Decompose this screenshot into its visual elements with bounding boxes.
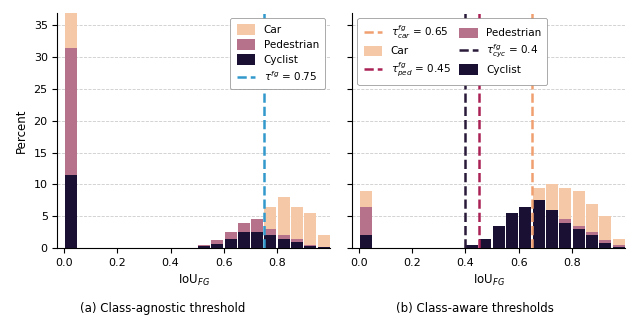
Bar xyxy=(519,210,531,248)
Bar xyxy=(265,235,276,248)
Bar xyxy=(360,235,371,248)
Bar xyxy=(64,13,77,248)
Bar xyxy=(599,240,611,248)
Bar xyxy=(304,245,316,248)
Bar xyxy=(506,219,518,248)
Bar xyxy=(546,210,558,248)
Bar xyxy=(198,245,210,248)
Bar xyxy=(599,216,611,248)
Bar xyxy=(198,245,210,248)
Bar xyxy=(304,246,316,248)
Bar xyxy=(278,238,290,248)
X-axis label: IoU$_{FG}$: IoU$_{FG}$ xyxy=(178,273,210,288)
Bar xyxy=(318,247,330,248)
Legend: Car, Pedestrian, Cyclist, $\tau^{fg}$ = 0.75: Car, Pedestrian, Cyclist, $\tau^{fg}$ = … xyxy=(230,18,325,89)
Bar xyxy=(466,245,478,248)
Bar xyxy=(519,207,531,248)
Bar xyxy=(560,188,571,248)
Bar xyxy=(546,210,558,248)
Bar xyxy=(586,235,598,248)
Bar xyxy=(360,191,371,248)
Bar xyxy=(64,48,77,248)
Bar xyxy=(198,246,210,248)
Bar xyxy=(225,238,237,248)
Bar xyxy=(251,219,263,248)
Bar xyxy=(493,226,505,248)
Bar xyxy=(533,200,545,248)
X-axis label: IoU$_{FG}$: IoU$_{FG}$ xyxy=(473,273,505,288)
Bar xyxy=(265,207,276,248)
Bar xyxy=(493,235,505,248)
Bar xyxy=(238,232,250,248)
Bar xyxy=(278,197,290,248)
Bar xyxy=(360,207,371,248)
Bar xyxy=(506,213,518,248)
Bar xyxy=(318,235,330,248)
Bar xyxy=(612,247,625,248)
Bar xyxy=(211,243,223,248)
Bar xyxy=(238,223,250,248)
Bar xyxy=(238,229,250,248)
Bar xyxy=(599,243,611,248)
Bar xyxy=(533,200,545,248)
Bar xyxy=(560,223,571,248)
Bar xyxy=(278,235,290,248)
Bar xyxy=(291,207,303,248)
Bar xyxy=(225,232,237,248)
Bar xyxy=(560,219,571,248)
Bar xyxy=(251,232,263,248)
Bar xyxy=(479,238,491,248)
Bar xyxy=(318,247,330,248)
Legend: $\tau^{fg}_{car}$ = 0.65, Car, $\tau^{fg}_{ped}$ = 0.45, Pedestrian, $\tau^{fg}_: $\tau^{fg}_{car}$ = 0.65, Car, $\tau^{fg… xyxy=(357,18,547,85)
Bar xyxy=(519,207,531,248)
Bar xyxy=(479,243,491,248)
Bar xyxy=(612,245,625,248)
Bar xyxy=(573,229,584,248)
Bar xyxy=(573,191,584,248)
Bar xyxy=(211,240,223,248)
Text: (a) Class-agnostic threshold: (a) Class-agnostic threshold xyxy=(80,302,246,315)
Bar xyxy=(586,232,598,248)
Bar xyxy=(291,242,303,248)
Bar xyxy=(466,246,478,248)
Bar xyxy=(493,240,505,248)
Bar xyxy=(506,229,518,248)
Bar xyxy=(225,238,237,248)
Bar xyxy=(586,204,598,248)
Bar xyxy=(573,226,584,248)
Bar xyxy=(291,238,303,248)
Bar xyxy=(533,188,545,248)
Bar xyxy=(64,175,77,248)
Bar xyxy=(546,184,558,248)
Bar xyxy=(479,245,491,248)
Bar xyxy=(251,219,263,248)
Bar xyxy=(265,229,276,248)
Bar xyxy=(612,238,625,248)
Bar xyxy=(466,247,478,248)
Text: (b) Class-aware thresholds: (b) Class-aware thresholds xyxy=(396,302,554,315)
Bar xyxy=(211,244,223,248)
Bar xyxy=(304,213,316,248)
Y-axis label: Percent: Percent xyxy=(15,108,28,153)
